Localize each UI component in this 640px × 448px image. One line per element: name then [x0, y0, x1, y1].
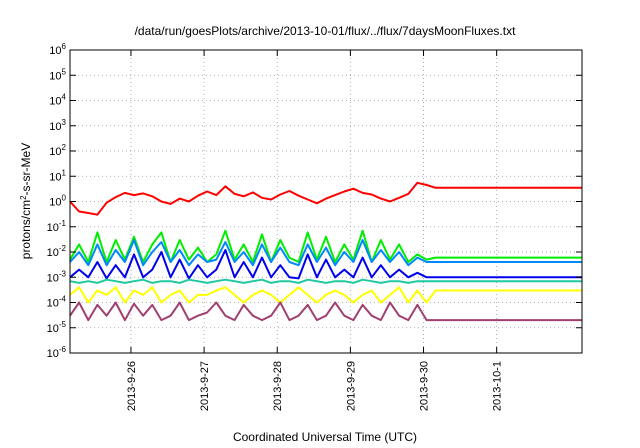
y-tick-label: 106 [49, 42, 66, 57]
y-tick-base: 10 [49, 45, 61, 57]
y-tick-exponent: -1 [59, 219, 67, 228]
series-line-1 [69, 181, 582, 216]
y-tick-label: 104 [49, 93, 66, 108]
y-tick-exponent: 1 [62, 168, 67, 177]
y-tick-base: 10 [47, 222, 59, 234]
y-tick-exponent: -5 [59, 320, 67, 329]
y-tick-base: 10 [49, 121, 61, 133]
grid-lines [70, 50, 582, 353]
y-tick-exponent: -6 [59, 345, 67, 354]
y-axis-label-superscript: 2 [19, 195, 28, 200]
y-tick-base: 10 [49, 70, 61, 82]
y-tick-base: 10 [49, 96, 61, 108]
y-tick-label: 10-3 [47, 269, 67, 284]
y-tick-exponent: -2 [59, 244, 67, 253]
y-tick-label: 103 [49, 118, 66, 133]
y-tick-label: 10-6 [47, 345, 67, 360]
y-tick-exponent: 3 [62, 118, 67, 127]
series-line-4 [69, 249, 582, 280]
chart-title: /data/run/goesPlots/archive/2013-10-01/f… [135, 24, 517, 38]
y-tick-exponent: -3 [59, 269, 67, 278]
y-tick-exponent: 5 [62, 67, 67, 76]
x-tick-label: 2013-9-29 [345, 361, 357, 411]
y-tick-base: 10 [47, 323, 59, 335]
y-axis: 10-610-510-410-310-210-11001011021031041… [47, 42, 582, 360]
y-tick-base: 10 [47, 247, 59, 259]
x-tick-label: 2013-9-26 [126, 361, 138, 411]
x-tick-label: 2013-9-30 [419, 361, 431, 411]
y-tick-base: 10 [47, 348, 59, 360]
y-tick-base: 10 [49, 171, 61, 183]
x-tick-label: 2013-9-28 [272, 361, 284, 411]
y-tick-exponent: 2 [62, 143, 67, 152]
y-tick-label: 102 [49, 143, 66, 158]
y-axis-label-part-1: protons/cm [19, 200, 33, 259]
y-tick-label: 10-5 [47, 320, 67, 335]
y-tick-base: 10 [49, 146, 61, 158]
series-line-5 [69, 278, 582, 284]
y-tick-label: 105 [49, 67, 66, 82]
y-axis-label: protons/cm2-s-sr-MeV [19, 143, 34, 259]
x-axis-label: Coordinated Universal Time (UTC) [233, 430, 417, 444]
y-tick-label: 10-4 [47, 295, 67, 310]
y-tick-base: 10 [47, 298, 59, 310]
y-tick-label: 100 [49, 194, 66, 209]
y-tick-label: 101 [49, 168, 66, 183]
y-tick-exponent: 0 [62, 194, 67, 203]
series-line-6 [69, 286, 582, 304]
series-group [69, 181, 582, 322]
x-axis: 2013-9-26 2013-9-27 2013-9-28 2013-9-29 2013… [126, 50, 504, 411]
series-line-7 [69, 301, 582, 322]
y-tick-label: 10-2 [47, 244, 67, 259]
y-tick-exponent: 4 [62, 93, 67, 102]
y-tick-exponent: -4 [59, 295, 67, 304]
x-tick-label: 2013-10-1 [492, 361, 504, 411]
y-tick-exponent: 6 [62, 42, 67, 51]
y-axis-label-part-2: -s-sr-MeV [19, 143, 33, 196]
y-tick-base: 10 [47, 272, 59, 284]
x-tick-label: 2013-9-27 [199, 361, 211, 411]
series-line-2 [69, 229, 582, 263]
series-line-3 [69, 239, 582, 267]
y-tick-base: 10 [49, 197, 61, 209]
y-tick-label: 10-1 [47, 219, 67, 234]
